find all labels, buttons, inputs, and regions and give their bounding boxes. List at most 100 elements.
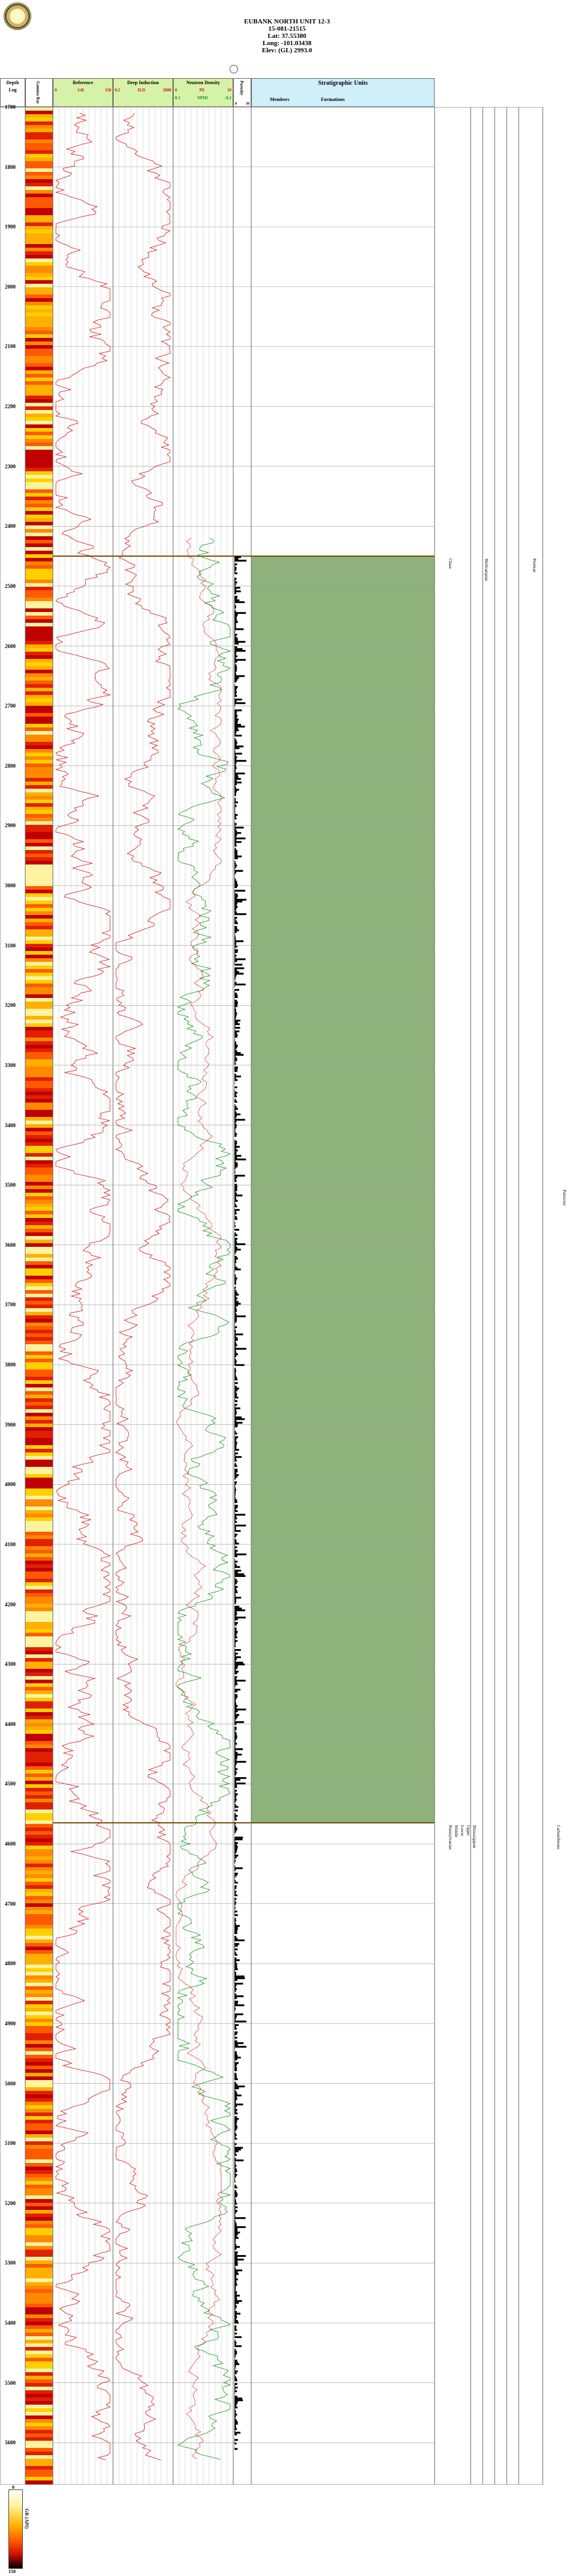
porosity-bar (234, 2434, 237, 2436)
porosity-bar (234, 2039, 235, 2041)
gamma-color-cell (25, 1456, 53, 1460)
gamma-color-cell (25, 1362, 53, 1366)
porosity-bar (234, 1357, 236, 1359)
porosity-bar (234, 1907, 236, 1909)
gamma-color-cell (25, 558, 53, 561)
porosity-bar (234, 1124, 237, 1127)
gamma-color-cell (25, 1947, 53, 1950)
gamma-color-cell (25, 1402, 53, 1406)
porosity-bar (234, 1092, 237, 1094)
gamma-color-cell (25, 529, 53, 533)
gamma-color-cell (25, 1828, 53, 1831)
porosity-bar (234, 1856, 237, 1859)
gamma-color-cell (25, 2091, 53, 2094)
porosity-bar (234, 1029, 235, 1031)
porosity-bar (234, 1261, 237, 1264)
porosity-bar (234, 1301, 239, 1303)
gamma-color-cell (25, 1106, 53, 1110)
porosity-bar (234, 2277, 237, 2279)
porosity-bar (234, 699, 242, 701)
porosity-bar (234, 1101, 237, 1103)
porosity-bar (234, 1333, 243, 1336)
porosity-bar (234, 2145, 236, 2147)
porosity-bar (234, 1160, 236, 1163)
porosity-bar (234, 1723, 237, 1725)
porosity-bar (234, 1209, 240, 1211)
gamma-color-cell (25, 800, 53, 803)
gamma-color-cell (25, 1654, 53, 1658)
porosity-bar (234, 2224, 237, 2227)
gamma-color-cell (25, 821, 53, 825)
gamma-color-cell (25, 334, 53, 338)
porosity-bar (234, 2134, 237, 2137)
porosity-bar (234, 1613, 237, 1615)
porosity-bar (234, 1589, 237, 1592)
porosity-bar (234, 1223, 235, 1226)
gamma-color-cell (25, 1860, 53, 1864)
gamma-color-cell (25, 2253, 53, 2257)
porosity-bar (234, 1362, 236, 1365)
gamma-color-cell (25, 1820, 53, 1824)
gamma-color-cell (25, 1384, 53, 1387)
gamma-color-cell (25, 259, 53, 262)
gamma-color-cell (25, 2134, 53, 2138)
gamma-color-cell (25, 1286, 53, 1290)
porosity-bar (234, 1901, 237, 1904)
gamma-color-cell (25, 2250, 53, 2253)
porosity-bar (234, 1027, 240, 1029)
gamma-color-cell (25, 497, 53, 500)
porosity-bar (234, 816, 236, 818)
porosity-bar (234, 1615, 237, 1617)
porosity-bar (234, 2089, 236, 2091)
reference-track-header: Reference 0 GR 150 (53, 78, 113, 107)
porosity-bar (234, 2116, 237, 2119)
gamma-color-cell (25, 749, 53, 753)
porosity-bar (234, 883, 237, 885)
gamma-color-cell (25, 551, 53, 554)
gamma-color-cell (25, 774, 53, 778)
porosity-bar (234, 561, 235, 564)
gamma-color-cell (25, 1925, 53, 1929)
gamma-color-cell (25, 1186, 53, 1189)
gamma-color-cell (25, 911, 53, 915)
gamma-color-cell (25, 1810, 53, 1813)
porosity-bar (234, 742, 237, 744)
gamma-color-cell (25, 540, 53, 543)
gamma-color-cell (25, 980, 53, 984)
porosity-bar (234, 1586, 238, 1588)
gamma-color-cell (25, 713, 53, 717)
porosity-bar (234, 1422, 243, 1424)
porosity-bar (234, 2150, 239, 2153)
porosity-bar (234, 994, 238, 997)
gamma-color-cell (25, 601, 53, 605)
gamma-color-cell (25, 1763, 53, 1766)
gamma-color-cell (25, 1139, 53, 1142)
porosity-bar (234, 2280, 237, 2283)
porosity-bar (234, 1694, 237, 1696)
gamma-color-cell (25, 244, 53, 248)
porosity-bar (234, 2120, 237, 2122)
gamma-color-cell (25, 933, 53, 937)
gamma-color-cell (25, 2405, 53, 2408)
gamma-color-cell (25, 2044, 53, 2048)
porosity-bar (234, 1535, 236, 1538)
porosity-bar (234, 2251, 238, 2254)
porosity-bar (234, 1689, 240, 1691)
gamma-color-cell (25, 1478, 53, 1481)
porosity-bar (234, 598, 237, 600)
porosity-bar (234, 1804, 236, 1807)
gamma-color-cell (25, 1041, 53, 1045)
porosity-bar (234, 1254, 235, 1256)
porosity-bar (234, 942, 237, 944)
gamma-color-cell (25, 161, 53, 165)
gamma-color-cell (25, 2199, 53, 2203)
porosity-bar (234, 1548, 236, 1550)
porosity-bar (234, 1290, 237, 1293)
porosity-bar (234, 2241, 236, 2243)
gamma-color-cell (25, 1550, 53, 1553)
gamma-color-cell (25, 2278, 53, 2282)
porosity-bar (234, 1158, 246, 1161)
gamma-color-cell (25, 760, 53, 763)
gamma-color-cell (25, 367, 53, 370)
porosity-bar (234, 1238, 238, 1240)
